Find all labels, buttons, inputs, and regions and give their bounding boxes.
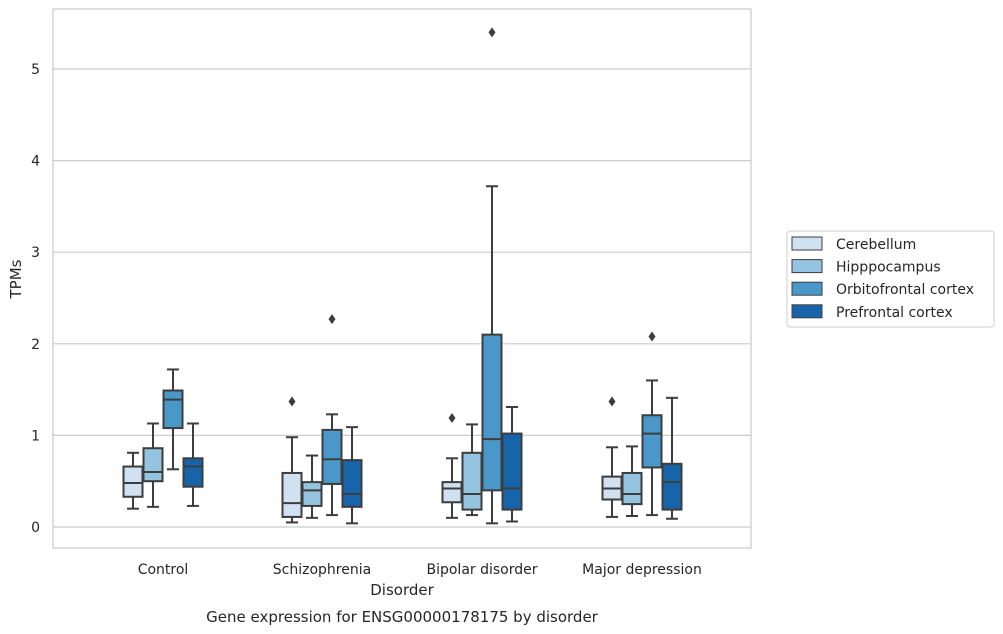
y-tick-label: 1 xyxy=(31,428,40,444)
x-tick-label: Bipolar disorder xyxy=(426,562,537,578)
figure-caption: Gene expression for ENSG00000178175 by d… xyxy=(206,608,599,626)
box-0-2 xyxy=(162,368,184,471)
box-groups xyxy=(122,27,683,525)
y-tick-labels: 0 1 2 3 4 5 xyxy=(31,62,40,536)
outlier-point xyxy=(648,331,656,342)
legend-label: Prefrontal cortex xyxy=(836,305,953,321)
box-1-2 xyxy=(321,314,343,517)
legend-items: Cerebellum Hipppocampus Orbitofrontal cort… xyxy=(791,236,974,321)
gridlines xyxy=(53,68,751,528)
iqr-box xyxy=(142,447,164,483)
box-0-1 xyxy=(142,422,164,508)
box-3-2 xyxy=(641,331,663,517)
x-tick-label: Control xyxy=(138,562,189,578)
legend-swatch xyxy=(791,281,823,296)
box-2-1 xyxy=(461,423,483,517)
legend-swatch xyxy=(791,304,823,319)
x-tick-label: Schizophrenia xyxy=(273,562,371,578)
iqr-box xyxy=(321,428,343,485)
iqr-box xyxy=(641,414,663,469)
plot-area-frame xyxy=(52,8,752,549)
y-tick-label: 3 xyxy=(31,245,40,261)
iqr-box xyxy=(281,471,303,518)
x-axis-title: Disorder xyxy=(370,581,434,599)
legend-label: Cerebellum xyxy=(836,237,916,253)
box-3-0 xyxy=(601,396,623,518)
legend: Cerebellum Hipppocampus Orbitofrontal cort… xyxy=(786,230,995,328)
legend-swatch xyxy=(791,259,823,274)
y-axis-title: TPMs xyxy=(7,259,25,299)
box-2-0 xyxy=(441,412,463,519)
iqr-box xyxy=(122,465,144,498)
box-2-3 xyxy=(501,406,523,523)
y-tick-label: 5 xyxy=(31,62,40,78)
box-2-2 xyxy=(481,27,503,525)
legend-label: Orbitofrontal cortex xyxy=(836,282,974,298)
iqr-box xyxy=(182,457,204,488)
iqr-box xyxy=(162,389,184,430)
legend-frame xyxy=(786,230,995,328)
iqr-box xyxy=(481,333,503,492)
legend-swatch xyxy=(791,236,823,251)
box-1-1 xyxy=(301,454,323,519)
iqr-box xyxy=(441,481,463,504)
iqr-box xyxy=(661,462,683,511)
box-1-0 xyxy=(281,396,303,524)
box-0-0 xyxy=(122,451,144,510)
legend-label: Hipppocampus xyxy=(836,260,941,276)
x-tick-labels: Control Schizophrenia Bipolar disorder Majo… xyxy=(138,562,702,578)
iqr-box xyxy=(621,471,643,506)
y-tick-label: 0 xyxy=(31,520,40,536)
box-0-3 xyxy=(182,422,204,507)
y-tick-label: 4 xyxy=(31,154,40,170)
iqr-box xyxy=(301,481,323,507)
y-tick-label: 2 xyxy=(31,337,40,353)
outlier-point xyxy=(448,412,456,423)
outlier-point xyxy=(488,27,496,38)
iqr-box xyxy=(501,432,523,511)
box-1-3 xyxy=(341,426,363,525)
iqr-box xyxy=(461,451,483,511)
box-3-1 xyxy=(621,445,643,518)
box-3-3 xyxy=(661,396,683,520)
outlier-point xyxy=(608,396,616,407)
x-tick-label: Major depression xyxy=(582,562,702,578)
iqr-box xyxy=(341,459,363,508)
outlier-point xyxy=(288,396,296,407)
outlier-point xyxy=(328,314,336,325)
